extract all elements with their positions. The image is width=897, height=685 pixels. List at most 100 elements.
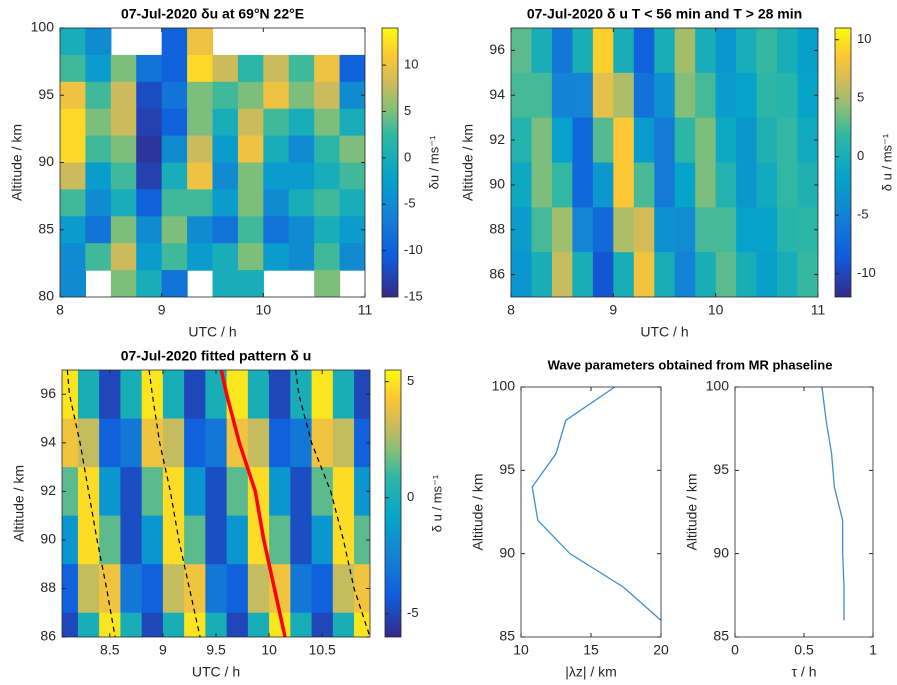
heatmap-cell [237, 81, 264, 110]
heatmap-cell [85, 216, 112, 244]
heatmap-cell [511, 117, 533, 164]
y-tick-label: 85 [499, 628, 515, 644]
heatmap-cell [136, 108, 163, 137]
heatmap-cell [212, 54, 239, 83]
heatmap-cell [288, 162, 315, 190]
heatmap-cell [60, 243, 87, 271]
heatmap-cell [715, 28, 737, 74]
heatmap-cell [237, 243, 264, 271]
heatmap-cell [162, 418, 185, 468]
heatmap-cell [531, 207, 553, 253]
heatmap-cell [354, 370, 370, 420]
heatmap-cell [797, 252, 818, 297]
heatmap-cell [269, 515, 291, 565]
axes: 0 0.5 1 85 90 95 100 τ / h Altitude / km [684, 378, 877, 680]
colorbar [381, 27, 399, 298]
heatmap [60, 28, 365, 297]
heatmap-cell [205, 467, 228, 517]
heatmap-cell [715, 207, 737, 253]
heatmap-cell [531, 117, 553, 164]
heatmap-cell [332, 612, 355, 637]
heatmap-cell [263, 162, 290, 190]
heatmap-cell [136, 162, 163, 190]
heatmap-cell [110, 162, 137, 190]
heatmap-cell [311, 467, 334, 517]
heatmap-cell [756, 207, 778, 253]
heatmap-cell [756, 72, 778, 119]
heatmap-cell [314, 54, 341, 83]
heatmap-cell [311, 515, 334, 565]
heatmap-cell [654, 162, 676, 208]
heatmap-cell [136, 54, 163, 83]
y-tick-label: 100 [31, 19, 55, 35]
heatmap-cell [332, 467, 355, 517]
colorbar-tick-label: -10 [404, 242, 423, 257]
heatmap-cell [354, 467, 370, 517]
y-axis-label: Altitude / km [684, 473, 700, 550]
heatmap-cell [247, 612, 270, 637]
y-tick-label: 90 [40, 531, 56, 547]
heatmap-cell [141, 467, 164, 517]
heatmap-cell [77, 564, 100, 614]
heatmap-cell [269, 418, 291, 468]
heatmap-cell [695, 72, 717, 119]
heatmap-cell [187, 81, 214, 110]
heatmap-cell [633, 162, 655, 208]
colorbar-tick-label: -5 [404, 196, 416, 211]
axes: 10 15 20 85 90 95 100 |λz| / km Altitude / km Wav… [470, 357, 833, 679]
heatmap-cell [674, 117, 696, 164]
heatmap-cell [60, 216, 87, 244]
heatmap-cell [162, 515, 185, 565]
heatmap-cell [290, 612, 313, 637]
heatmap-cell [339, 54, 365, 83]
heatmap-cell [237, 135, 264, 164]
colorbar-label: δ u / ms⁻¹ [429, 474, 444, 532]
heatmap-cell [120, 370, 143, 420]
heatmap-cell [695, 117, 717, 164]
heatmap-cell [120, 467, 143, 517]
heatmap-cell [110, 189, 137, 217]
heatmap-cell [77, 515, 100, 565]
heatmap-cell [339, 216, 365, 244]
heatmap-cell [161, 162, 188, 190]
y-tick-label: 90 [489, 176, 505, 192]
y-tick-label: 85 [38, 220, 54, 236]
heatmap-cell [736, 117, 758, 164]
heatmap-cell [136, 243, 163, 271]
heatmap-cell [797, 117, 818, 164]
heatmap-cell [161, 270, 188, 297]
heatmap-cell [184, 418, 206, 468]
heatmap-cell [592, 207, 614, 253]
heatmap-cell [187, 108, 214, 137]
heatmap-cell [613, 28, 635, 74]
heatmap-cell [60, 189, 87, 217]
heatmap-cell [162, 564, 185, 614]
phase-line [219, 370, 287, 637]
heatmap-cell [288, 216, 315, 244]
heatmap-cell [592, 162, 614, 208]
heatmap-cell [212, 135, 239, 164]
heatmap-cell [136, 270, 163, 297]
heatmap-cell [777, 72, 799, 119]
heatmap-cell [110, 270, 137, 297]
colorbar-tick-label: -15 [404, 288, 423, 303]
heatmap-cell [237, 108, 264, 137]
y-tick-label: 90 [38, 153, 54, 169]
y-tick-label: 100 [492, 378, 516, 394]
chart-title: 07-Jul-2020 δu at 69°N 22°E [121, 6, 304, 22]
heatmap-cell [205, 370, 228, 420]
colorbar-tick-label: 5 [857, 90, 864, 105]
plot-area [521, 387, 661, 637]
heatmap-cell [85, 54, 112, 83]
heatmap-cell [184, 467, 206, 517]
heatmap-cell [613, 252, 635, 297]
heatmap-cell [572, 72, 594, 119]
x-tick-label: 8 [56, 302, 64, 318]
x-tick-label: 8 [507, 302, 515, 318]
heatmap-cell [551, 162, 573, 208]
heatmap-cell [633, 117, 655, 164]
heatmap-cell [715, 117, 737, 164]
heatmap-cell [654, 207, 676, 253]
heatmap-cell [314, 216, 341, 244]
heatmap-cell [141, 612, 164, 637]
